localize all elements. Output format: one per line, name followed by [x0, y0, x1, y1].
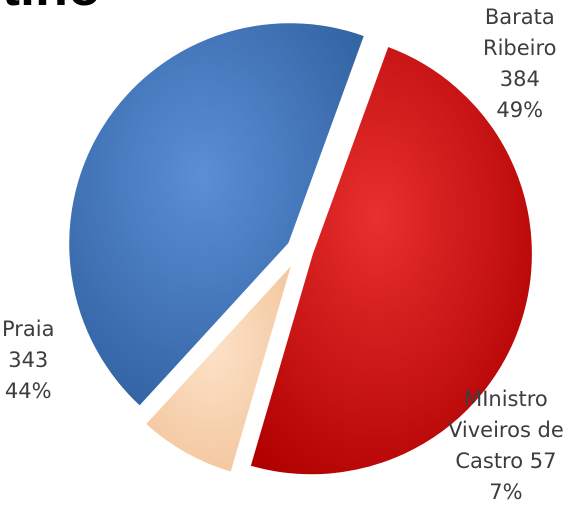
- data-label-ministro-viveiros-de-castro: MInistro Viveiros de Castro 57 7%: [448, 384, 564, 508]
- data-label-barata-ribeiro-name-2: Ribeiro: [483, 36, 557, 60]
- data-label-barata-ribeiro-percent: 49%: [496, 98, 544, 122]
- data-label-barata-ribeiro-value: 384: [499, 67, 540, 91]
- data-label-barata-ribeiro-name-1: Barata: [484, 5, 555, 29]
- data-label-praia-value: 343: [8, 348, 49, 372]
- data-label-praia: Praia 343 44%: [2, 314, 55, 407]
- data-label-ministro-name-2: Viveiros de: [448, 418, 564, 442]
- pie-slice-ministro-viveiros-de-castro: [142, 259, 296, 476]
- data-label-barata-ribeiro: Barata Ribeiro 384 49%: [483, 2, 557, 126]
- data-label-ministro-percent: 7%: [489, 480, 523, 504]
- data-label-praia-name: Praia: [2, 317, 55, 341]
- data-label-ministro-name-1: MInistro: [464, 387, 548, 411]
- data-label-praia-percent: 44%: [4, 379, 52, 403]
- pie-slice-praia: [66, 20, 368, 410]
- chart-title: tino: [2, 0, 101, 14]
- pie-slice-barata-ribeiro: [247, 43, 535, 478]
- data-label-ministro-name-3: Castro 57: [455, 449, 557, 473]
